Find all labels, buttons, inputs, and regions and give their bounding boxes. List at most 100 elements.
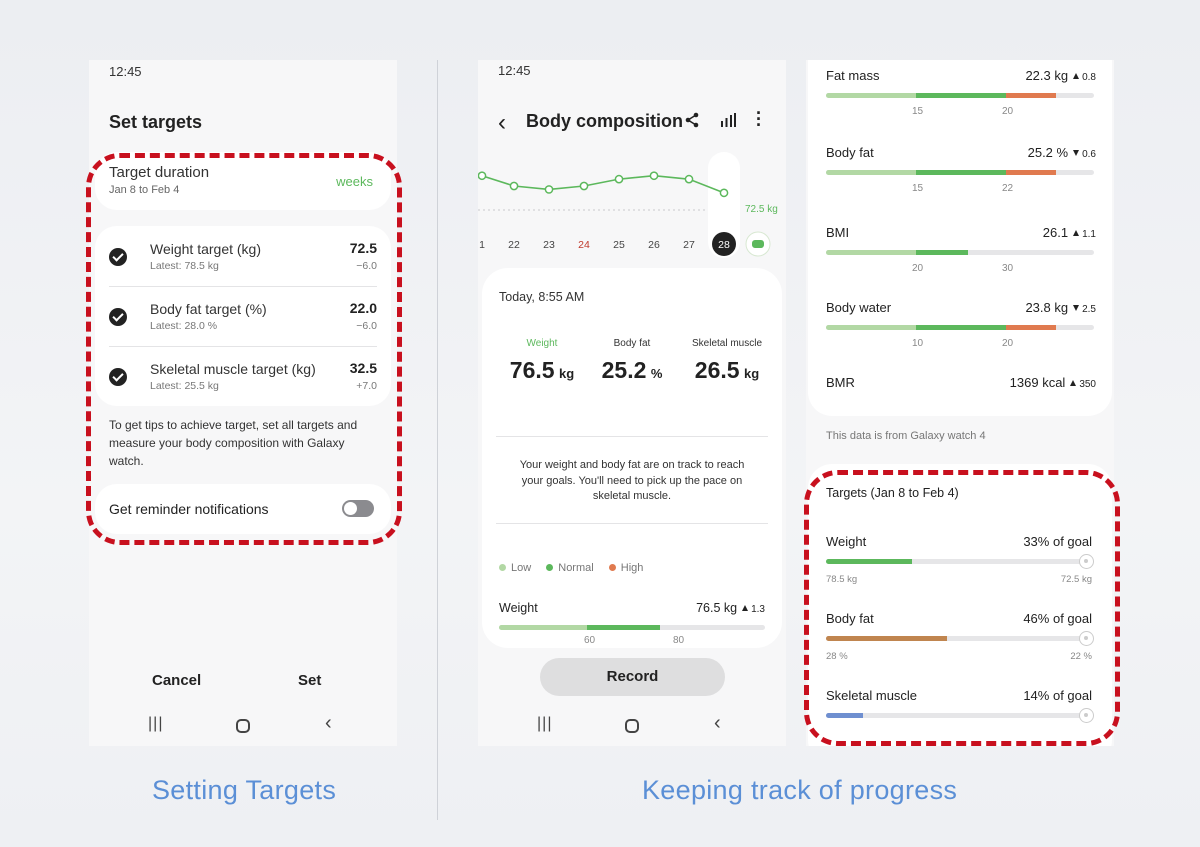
record-button[interactable]: Record: [540, 658, 725, 696]
metric-range-bar: [826, 250, 1094, 255]
metric-range-bar: [826, 93, 1094, 98]
recent-apps-icon[interactable]: |||: [537, 715, 553, 732]
goal-progress-fill: [826, 636, 947, 641]
goal-progress-text: 46% of goal: [1023, 611, 1092, 626]
goal-row-weight[interactable]: Weight 33% of goal 78.5 kg 72.5 kg: [808, 534, 1112, 594]
metrics-card: Fat mass 22.3 kg 0.8 15 20 Body fat 25.2 …: [808, 60, 1112, 416]
chart-point[interactable]: [478, 171, 487, 181]
chart-x-tick[interactable]: 23: [543, 239, 555, 251]
checkbox-checked-icon[interactable]: [109, 248, 127, 266]
home-icon[interactable]: [625, 719, 639, 733]
chart-point[interactable]: [719, 188, 729, 198]
goal-progress-text: 14% of goal: [1023, 688, 1092, 703]
selected-day-highlight: [708, 152, 740, 258]
reading-time: Today, 8:55 AM: [499, 290, 585, 304]
weight-range-bar: [499, 625, 765, 630]
range-normal-segment: [587, 625, 660, 630]
home-icon[interactable]: [236, 719, 250, 733]
goal-progress-text: 33% of goal: [1023, 534, 1092, 549]
target-duration-card[interactable]: Target duration Jan 8 to Feb 4 weeks: [95, 152, 391, 210]
selected-day-marker[interactable]: [712, 232, 736, 256]
range-tick: 30: [1002, 263, 1014, 274]
goal-end-marker-icon: [1079, 554, 1094, 569]
panel-separator: [437, 60, 438, 820]
reminder-label: Get reminder notifications: [109, 501, 269, 517]
range-tick: 60: [584, 635, 596, 646]
range-low-segment: [826, 250, 916, 255]
chart-x-tick[interactable]: 1: [479, 239, 485, 251]
metric-value: 25.2 % 0.6: [1028, 145, 1096, 160]
increase-arrow-icon: [1073, 73, 1080, 79]
range-low-segment: [826, 170, 916, 175]
goal-progress-bar: [826, 713, 1088, 718]
legend-dot-high: [608, 564, 616, 571]
chart-point[interactable]: [579, 181, 589, 191]
chart-x-tick[interactable]: 26: [648, 239, 660, 251]
back-arrow-icon[interactable]: ‹: [498, 109, 506, 136]
metric-label: Body water: [826, 300, 892, 315]
target-row-weight[interactable]: Weight target (kg) Latest: 78.5 kg 72.5 …: [95, 226, 391, 286]
goal-row-body-fat[interactable]: Body fat 46% of goal 28 % 22 %: [808, 611, 1112, 671]
set-button[interactable]: Set: [298, 672, 322, 689]
target-row-body-fat[interactable]: Body fat target (%) Latest: 28.0 % 22.0 …: [95, 286, 391, 346]
reminder-card: Get reminder notifications: [95, 484, 391, 534]
weight-row-label: Weight: [499, 601, 538, 615]
stat-label: Skeletal muscle: [691, 338, 763, 349]
target-row-skeletal-muscle[interactable]: Skeletal muscle target (kg) Latest: 25.5…: [95, 346, 391, 406]
chart-point[interactable]: [509, 181, 519, 191]
metric-value: 26.1 1.1: [1043, 225, 1096, 240]
more-options-icon[interactable]: · · ·: [756, 103, 762, 135]
caption-keeping-track: Keeping track of progress: [642, 775, 958, 805]
goal-progress-bar: [826, 636, 1088, 641]
chart-end-label: 72.5 kg: [745, 204, 778, 215]
back-icon[interactable]: ‹: [714, 712, 721, 734]
stat-unit: kg: [744, 366, 760, 381]
body-composition-screen: 12:45 ‹ Body composition · · · 1 22 23 24 25 26…: [478, 60, 786, 746]
chart-x-tick[interactable]: 24: [578, 239, 590, 251]
goal-label: Skeletal muscle: [826, 688, 918, 703]
tips-text: To get tips to achieve target, set all t…: [109, 418, 358, 468]
progress-message: Your weight and body fat are on track to…: [519, 459, 745, 502]
stat-skeletal-muscle: Skeletal muscle 26.5 kg: [672, 338, 782, 384]
range-high-segment: [1006, 93, 1056, 98]
checkbox-checked-icon[interactable]: [109, 308, 127, 326]
metric-fat-mass[interactable]: Fat mass 22.3 kg 0.8 15 20: [808, 68, 1112, 128]
metric-bmr[interactable]: BMR 1369 kcal 350: [808, 375, 1112, 405]
metric-bmi[interactable]: BMI 26.1 1.1 20 30: [808, 225, 1112, 285]
reminder-toggle[interactable]: [342, 500, 374, 517]
checkbox-checked-icon[interactable]: [109, 368, 127, 386]
chart-point[interactable]: [544, 185, 554, 194]
stat-value: 76.5: [509, 357, 555, 383]
goal-row-skeletal-muscle[interactable]: Skeletal muscle 14% of goal: [808, 688, 1112, 746]
metric-value-text: 25.2 %: [1027, 145, 1069, 160]
cancel-button[interactable]: Cancel: [152, 672, 202, 689]
chart-point[interactable]: [649, 171, 659, 181]
targets-card: Targets (Jan 8 to Feb 4) Weight 33% of g…: [808, 464, 1112, 746]
metric-value-text: 23.8 kg: [1025, 300, 1069, 315]
metric-label: BMR: [826, 375, 855, 390]
stat-label: Weight: [526, 338, 558, 349]
chart-x-tick[interactable]: 25: [613, 239, 625, 251]
range-tick: 80: [673, 635, 685, 646]
share-icon[interactable]: [684, 112, 700, 128]
back-icon[interactable]: ‹: [325, 712, 332, 734]
chart-x-tick[interactable]: 28: [718, 239, 730, 251]
target-value: 22.0: [349, 300, 377, 316]
chart-view-icon[interactable]: [720, 112, 736, 128]
target-label: Weight target (kg): [150, 241, 262, 257]
data-source-note: This data is from Galaxy watch 4: [826, 430, 986, 442]
recent-apps-icon[interactable]: |||: [148, 715, 164, 732]
chart-x-tick[interactable]: 22: [508, 239, 520, 251]
chart-x-tick[interactable]: 27: [683, 239, 695, 251]
target-value: 72.5: [349, 240, 377, 256]
target-duration-label: Target duration: [109, 164, 210, 181]
metric-body-fat[interactable]: Body fat 25.2 % 0.6 15 22: [808, 145, 1112, 205]
legend-dot-normal: [546, 564, 554, 571]
metric-delta: 2.5: [1082, 304, 1096, 315]
chart-point[interactable]: [614, 174, 624, 184]
body-composition-details-screen: Fat mass 22.3 kg 0.8 15 20 Body fat 25.2 …: [806, 60, 1114, 746]
metric-body-water[interactable]: Body water 23.8 kg 2.5 10 20: [808, 300, 1112, 360]
reading-card: Today, 8:55 AM Weight 76.5 kg Body fat 2…: [482, 268, 782, 648]
range-normal-segment: [916, 170, 1006, 175]
chart-point[interactable]: [684, 174, 694, 184]
